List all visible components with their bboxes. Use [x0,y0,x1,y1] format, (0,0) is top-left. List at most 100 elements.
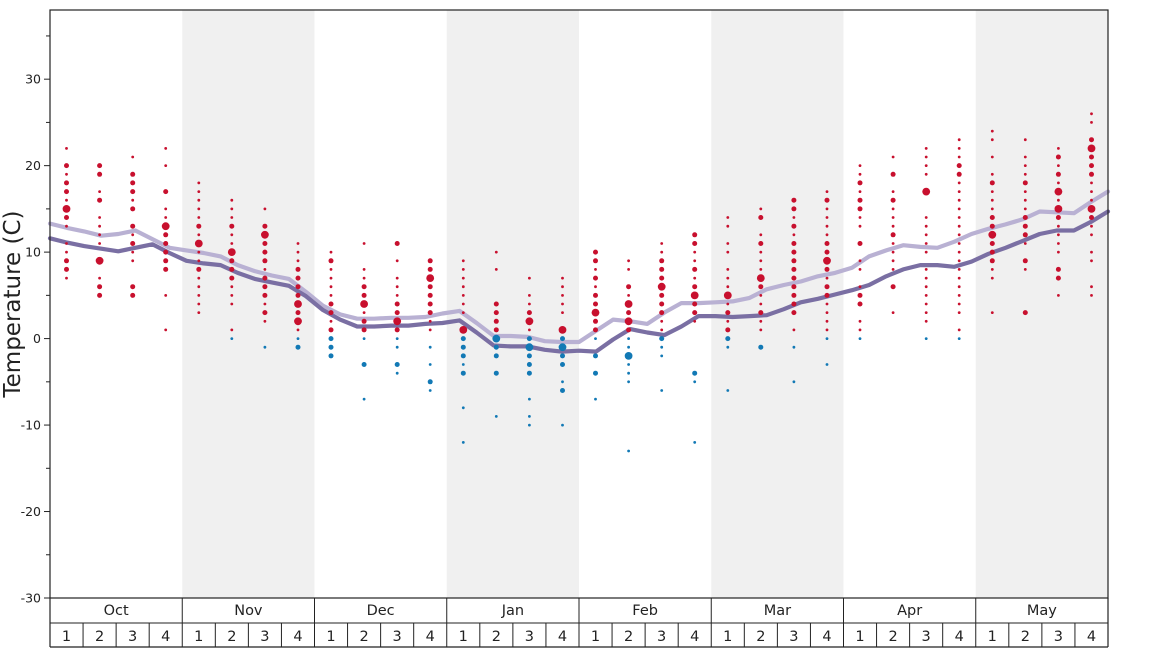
week-label: 1 [988,629,997,645]
temperature-point [858,268,862,271]
temperature-point [1055,154,1061,160]
temperature-point [989,241,995,246]
temperature-point [825,233,829,237]
y-tick-label: -30 [21,591,41,606]
temperature-point [296,250,300,254]
week-label: 1 [326,629,335,645]
temperature-point [922,187,931,196]
temperature-point [725,327,731,333]
temperature-point [262,310,268,316]
temperature-point [692,310,698,316]
temperature-point [427,301,433,307]
temperature-point [197,294,201,297]
temperature-point [395,337,399,340]
temperature-point [394,327,400,333]
temperature-point [230,328,234,332]
week-label: 2 [227,629,236,645]
temperature-point [759,259,763,263]
temperature-point [362,337,366,340]
month-band-shade [182,10,315,598]
temperature-point [1023,155,1027,159]
temperature-point [295,284,301,290]
temperature-point [461,268,465,271]
temperature-point [230,285,234,289]
month-band-shade [711,10,844,598]
week-label: 2 [756,629,765,645]
temperature-point [98,276,101,280]
month-label: Oct [104,603,129,619]
temperature-point [1057,164,1060,168]
temperature-point [197,216,201,219]
month-label: Mar [764,603,791,619]
temperature-point [1090,224,1093,228]
temperature-point [593,258,598,264]
week-label: 3 [789,629,798,645]
temperature-point [526,310,532,316]
temperature-point [1022,258,1028,264]
temperature-point [758,241,764,246]
temperature-point [395,371,399,375]
temperature-point [263,345,267,349]
temperature-point [858,319,862,323]
temperature-point [858,224,862,228]
temperature-point [989,215,995,220]
temperature-point [560,353,565,359]
temperature-point [493,370,499,376]
temperature-point [924,155,928,159]
temperature-point [659,275,665,281]
temperature-point [230,242,234,245]
temperature-point [791,241,797,246]
temperature-point [791,284,797,290]
temperature-point [130,180,136,186]
temperature-point [825,363,829,366]
temperature-point [164,164,168,168]
temperature-point [692,370,698,376]
temperature-point [989,258,995,264]
temperature-point [494,250,498,254]
temperature-point [461,302,465,306]
temperature-point [461,276,465,280]
temperature-point [825,319,829,323]
temperature-point [426,274,435,282]
week-label: 2 [1021,629,1030,645]
temperature-point [690,291,699,300]
temperature-point [97,171,103,177]
temperature-point [1023,164,1027,168]
temperature-point [262,292,268,298]
temperature-point [163,258,169,264]
temperature-point [924,285,928,289]
temperature-point [989,180,995,186]
temperature-point [294,300,302,308]
temperature-point [1023,268,1027,271]
temperature-point [891,155,895,159]
temperature-point [990,190,994,194]
temperature-point [1022,223,1028,229]
temperature-point [197,285,201,289]
temperature-point [493,301,499,307]
temperature-point [230,294,234,297]
temperature-point [329,294,333,297]
temperature-point [759,268,763,271]
temperature-point [924,164,928,168]
temperature-point [792,216,796,219]
temperature-point [624,317,633,326]
temperature-point [230,337,234,340]
temperature-point [825,276,829,280]
week-label: 3 [393,629,402,645]
temperature-point [791,301,797,307]
temperature-point [492,334,501,343]
temperature-point [692,266,698,272]
temperature-point [594,285,597,289]
temperature-point [528,415,531,418]
temperature-point [459,326,468,334]
temperature-point [957,198,961,202]
temperature-point [230,233,234,237]
temperature-point [857,180,863,186]
temperature-point [924,147,928,150]
temperature-point [197,190,201,194]
temperature-point [791,206,797,212]
temperature-point [560,388,565,393]
temperature-point [1022,232,1028,238]
temperature-point [759,294,763,297]
